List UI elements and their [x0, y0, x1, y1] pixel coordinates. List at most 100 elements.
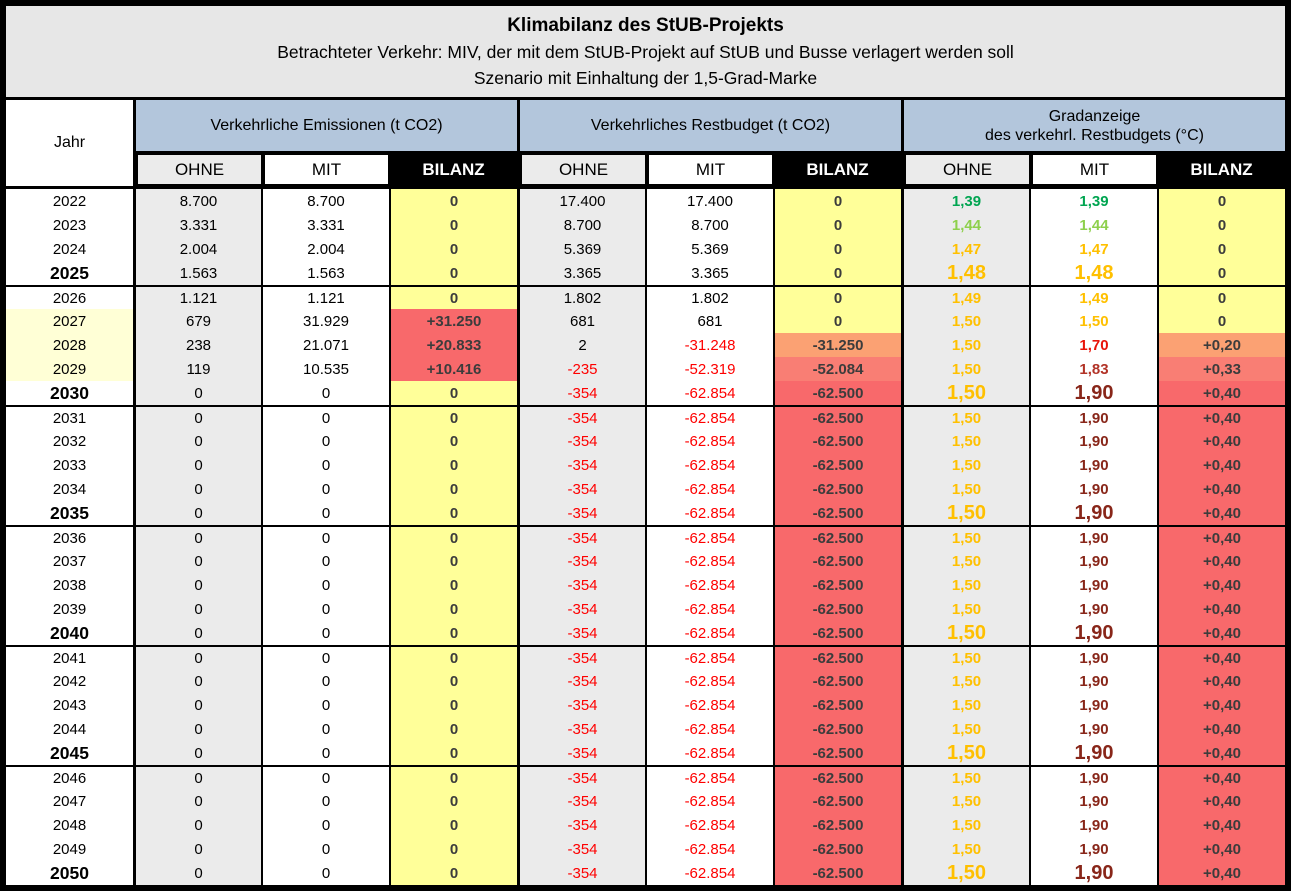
cell-emissionen-mit: 3.331	[261, 213, 389, 237]
cell-grad-ohne: 1,50	[901, 501, 1029, 525]
year-cell: 2039	[6, 597, 133, 621]
cell-emissionen-ohne: 0	[133, 501, 261, 525]
cell-emissionen-mit: 0	[261, 693, 389, 717]
year-cell: 2027	[6, 309, 133, 333]
cell-grad-ohne: 1,50	[901, 669, 1029, 693]
cell-emissionen-mit: 0	[261, 381, 389, 405]
cell-restbudget-ohne: 8.700	[517, 213, 645, 237]
cell-grad-ohne: 1,50	[901, 717, 1029, 741]
cell-emissionen-ohne: 0	[133, 789, 261, 813]
table-row: 2046 0 0 0 -354 -62.854 -62.500 1,50 1,90 +0,40	[6, 765, 1285, 789]
cell-grad-mit: 1,90	[1029, 453, 1157, 477]
table-row: 2037 0 0 0 -354 -62.854 -62.500 1,50 1,90 +0,40	[6, 549, 1285, 573]
cell-restbudget-bilanz: -62.500	[773, 789, 901, 813]
year-cell: 2022	[6, 189, 133, 213]
subheader-restbudget-mit: MIT	[647, 153, 774, 186]
cell-grad-bilanz: 0	[1157, 309, 1285, 333]
cell-grad-mit: 1,90	[1029, 837, 1157, 861]
cell-emissionen-bilanz: 0	[389, 813, 517, 837]
cell-emissionen-ohne: 0	[133, 837, 261, 861]
cell-restbudget-mit: 5.369	[645, 237, 773, 261]
cell-emissionen-bilanz: 0	[389, 669, 517, 693]
table-row: 2035 0 0 0 -354 -62.854 -62.500 1,50 1,90 +0,40	[6, 501, 1285, 525]
cell-grad-ohne: 1,50	[901, 789, 1029, 813]
cell-restbudget-mit: -62.854	[645, 693, 773, 717]
cell-emissionen-ohne: 0	[133, 429, 261, 453]
cell-grad-ohne: 1,48	[901, 261, 1029, 285]
cell-grad-mit: 1,44	[1029, 213, 1157, 237]
cell-grad-ohne: 1,50	[901, 621, 1029, 645]
table-row: 2022 8.700 8.700 0 17.400 17.400 0 1,39 1,39 0	[6, 189, 1285, 213]
cell-emissionen-mit: 2.004	[261, 237, 389, 261]
cell-restbudget-ohne: -354	[517, 429, 645, 453]
cell-restbudget-mit: -62.854	[645, 453, 773, 477]
cell-emissionen-mit: 0	[261, 647, 389, 669]
cell-emissionen-bilanz: 0	[389, 767, 517, 789]
cell-restbudget-ohne: -354	[517, 527, 645, 549]
cell-emissionen-mit: 0	[261, 527, 389, 549]
cell-restbudget-bilanz: 0	[773, 213, 901, 237]
table-row: 2044 0 0 0 -354 -62.854 -62.500 1,50 1,90 +0,40	[6, 717, 1285, 741]
cell-emissionen-ohne: 2.004	[133, 237, 261, 261]
cell-restbudget-ohne: 681	[517, 309, 645, 333]
cell-emissionen-bilanz: 0	[389, 189, 517, 213]
cell-restbudget-bilanz: -62.500	[773, 621, 901, 645]
column-group-gradanzeige: Gradanzeige des verkehrl. Restbudgets (°…	[901, 100, 1285, 186]
cell-emissionen-mit: 0	[261, 813, 389, 837]
cell-grad-ohne: 1,39	[901, 189, 1029, 213]
cell-restbudget-ohne: 3.365	[517, 261, 645, 285]
cell-emissionen-bilanz: 0	[389, 381, 517, 405]
cell-emissionen-ohne: 0	[133, 453, 261, 477]
cell-grad-mit: 1,90	[1029, 549, 1157, 573]
cell-grad-ohne: 1,50	[901, 693, 1029, 717]
column-group-restbudget: Verkehrliches Restbudget (t CO2) OHNE MI…	[517, 100, 901, 186]
cell-grad-ohne: 1,50	[901, 647, 1029, 669]
cell-emissionen-bilanz: 0	[389, 261, 517, 285]
cell-grad-bilanz: +0,40	[1157, 741, 1285, 765]
cell-emissionen-mit: 1.121	[261, 287, 389, 309]
cell-restbudget-mit: -62.854	[645, 741, 773, 765]
cell-emissionen-ohne: 0	[133, 669, 261, 693]
cell-emissionen-bilanz: 0	[389, 407, 517, 429]
cell-grad-mit: 1,83	[1029, 357, 1157, 381]
cell-restbudget-mit: -62.854	[645, 837, 773, 861]
cell-grad-mit: 1,90	[1029, 429, 1157, 453]
cell-grad-bilanz: +0,40	[1157, 789, 1285, 813]
year-cell: 2050	[6, 861, 133, 885]
cell-emissionen-ohne: 0	[133, 573, 261, 597]
subheader-gradanzeige-bilanz: BILANZ	[1158, 153, 1285, 186]
cell-grad-bilanz: +0,40	[1157, 621, 1285, 645]
table-row: 2029 119 10.535 +10.416 -235 -52.319 -52.084 1,…	[6, 357, 1285, 381]
cell-grad-bilanz: +0,40	[1157, 573, 1285, 597]
cell-grad-ohne: 1,50	[901, 549, 1029, 573]
cell-grad-ohne: 1,50	[901, 407, 1029, 429]
year-cell: 2031	[6, 407, 133, 429]
cell-restbudget-bilanz: -62.500	[773, 813, 901, 837]
cell-grad-bilanz: +0,40	[1157, 429, 1285, 453]
cell-restbudget-bilanz: -62.500	[773, 647, 901, 669]
cell-restbudget-bilanz: -62.500	[773, 573, 901, 597]
cell-grad-bilanz: +0,40	[1157, 453, 1285, 477]
table-row: 2033 0 0 0 -354 -62.854 -62.500 1,50 1,90 +0,40	[6, 453, 1285, 477]
cell-emissionen-ohne: 0	[133, 741, 261, 765]
cell-emissionen-bilanz: +20.833	[389, 333, 517, 357]
year-cell: 2040	[6, 621, 133, 645]
year-cell: 2044	[6, 717, 133, 741]
year-column-header: Jahr	[6, 100, 133, 186]
cell-emissionen-ohne: 119	[133, 357, 261, 381]
table-header: Jahr Verkehrliche Emissionen (t CO2) OHN…	[6, 97, 1285, 189]
cell-restbudget-bilanz: -31.250	[773, 333, 901, 357]
cell-grad-mit: 1,70	[1029, 333, 1157, 357]
cell-grad-mit: 1,48	[1029, 261, 1157, 285]
group-header-restbudget: Verkehrliches Restbudget (t CO2)	[520, 100, 901, 153]
cell-grad-bilanz: +0,40	[1157, 647, 1285, 669]
year-cell: 2028	[6, 333, 133, 357]
year-cell: 2048	[6, 813, 133, 837]
cell-restbudget-ohne: 2	[517, 333, 645, 357]
table-row: 2025 1.563 1.563 0 3.365 3.365 0 1,48 1,48 0	[6, 261, 1285, 285]
table-row: 2045 0 0 0 -354 -62.854 -62.500 1,50 1,90 +0,40	[6, 741, 1285, 765]
cell-restbudget-ohne: -354	[517, 767, 645, 789]
title-block: Klimabilanz des StUB-Projekts Betrachtet…	[6, 6, 1285, 97]
cell-grad-ohne: 1,50	[901, 429, 1029, 453]
cell-restbudget-bilanz: -62.500	[773, 453, 901, 477]
